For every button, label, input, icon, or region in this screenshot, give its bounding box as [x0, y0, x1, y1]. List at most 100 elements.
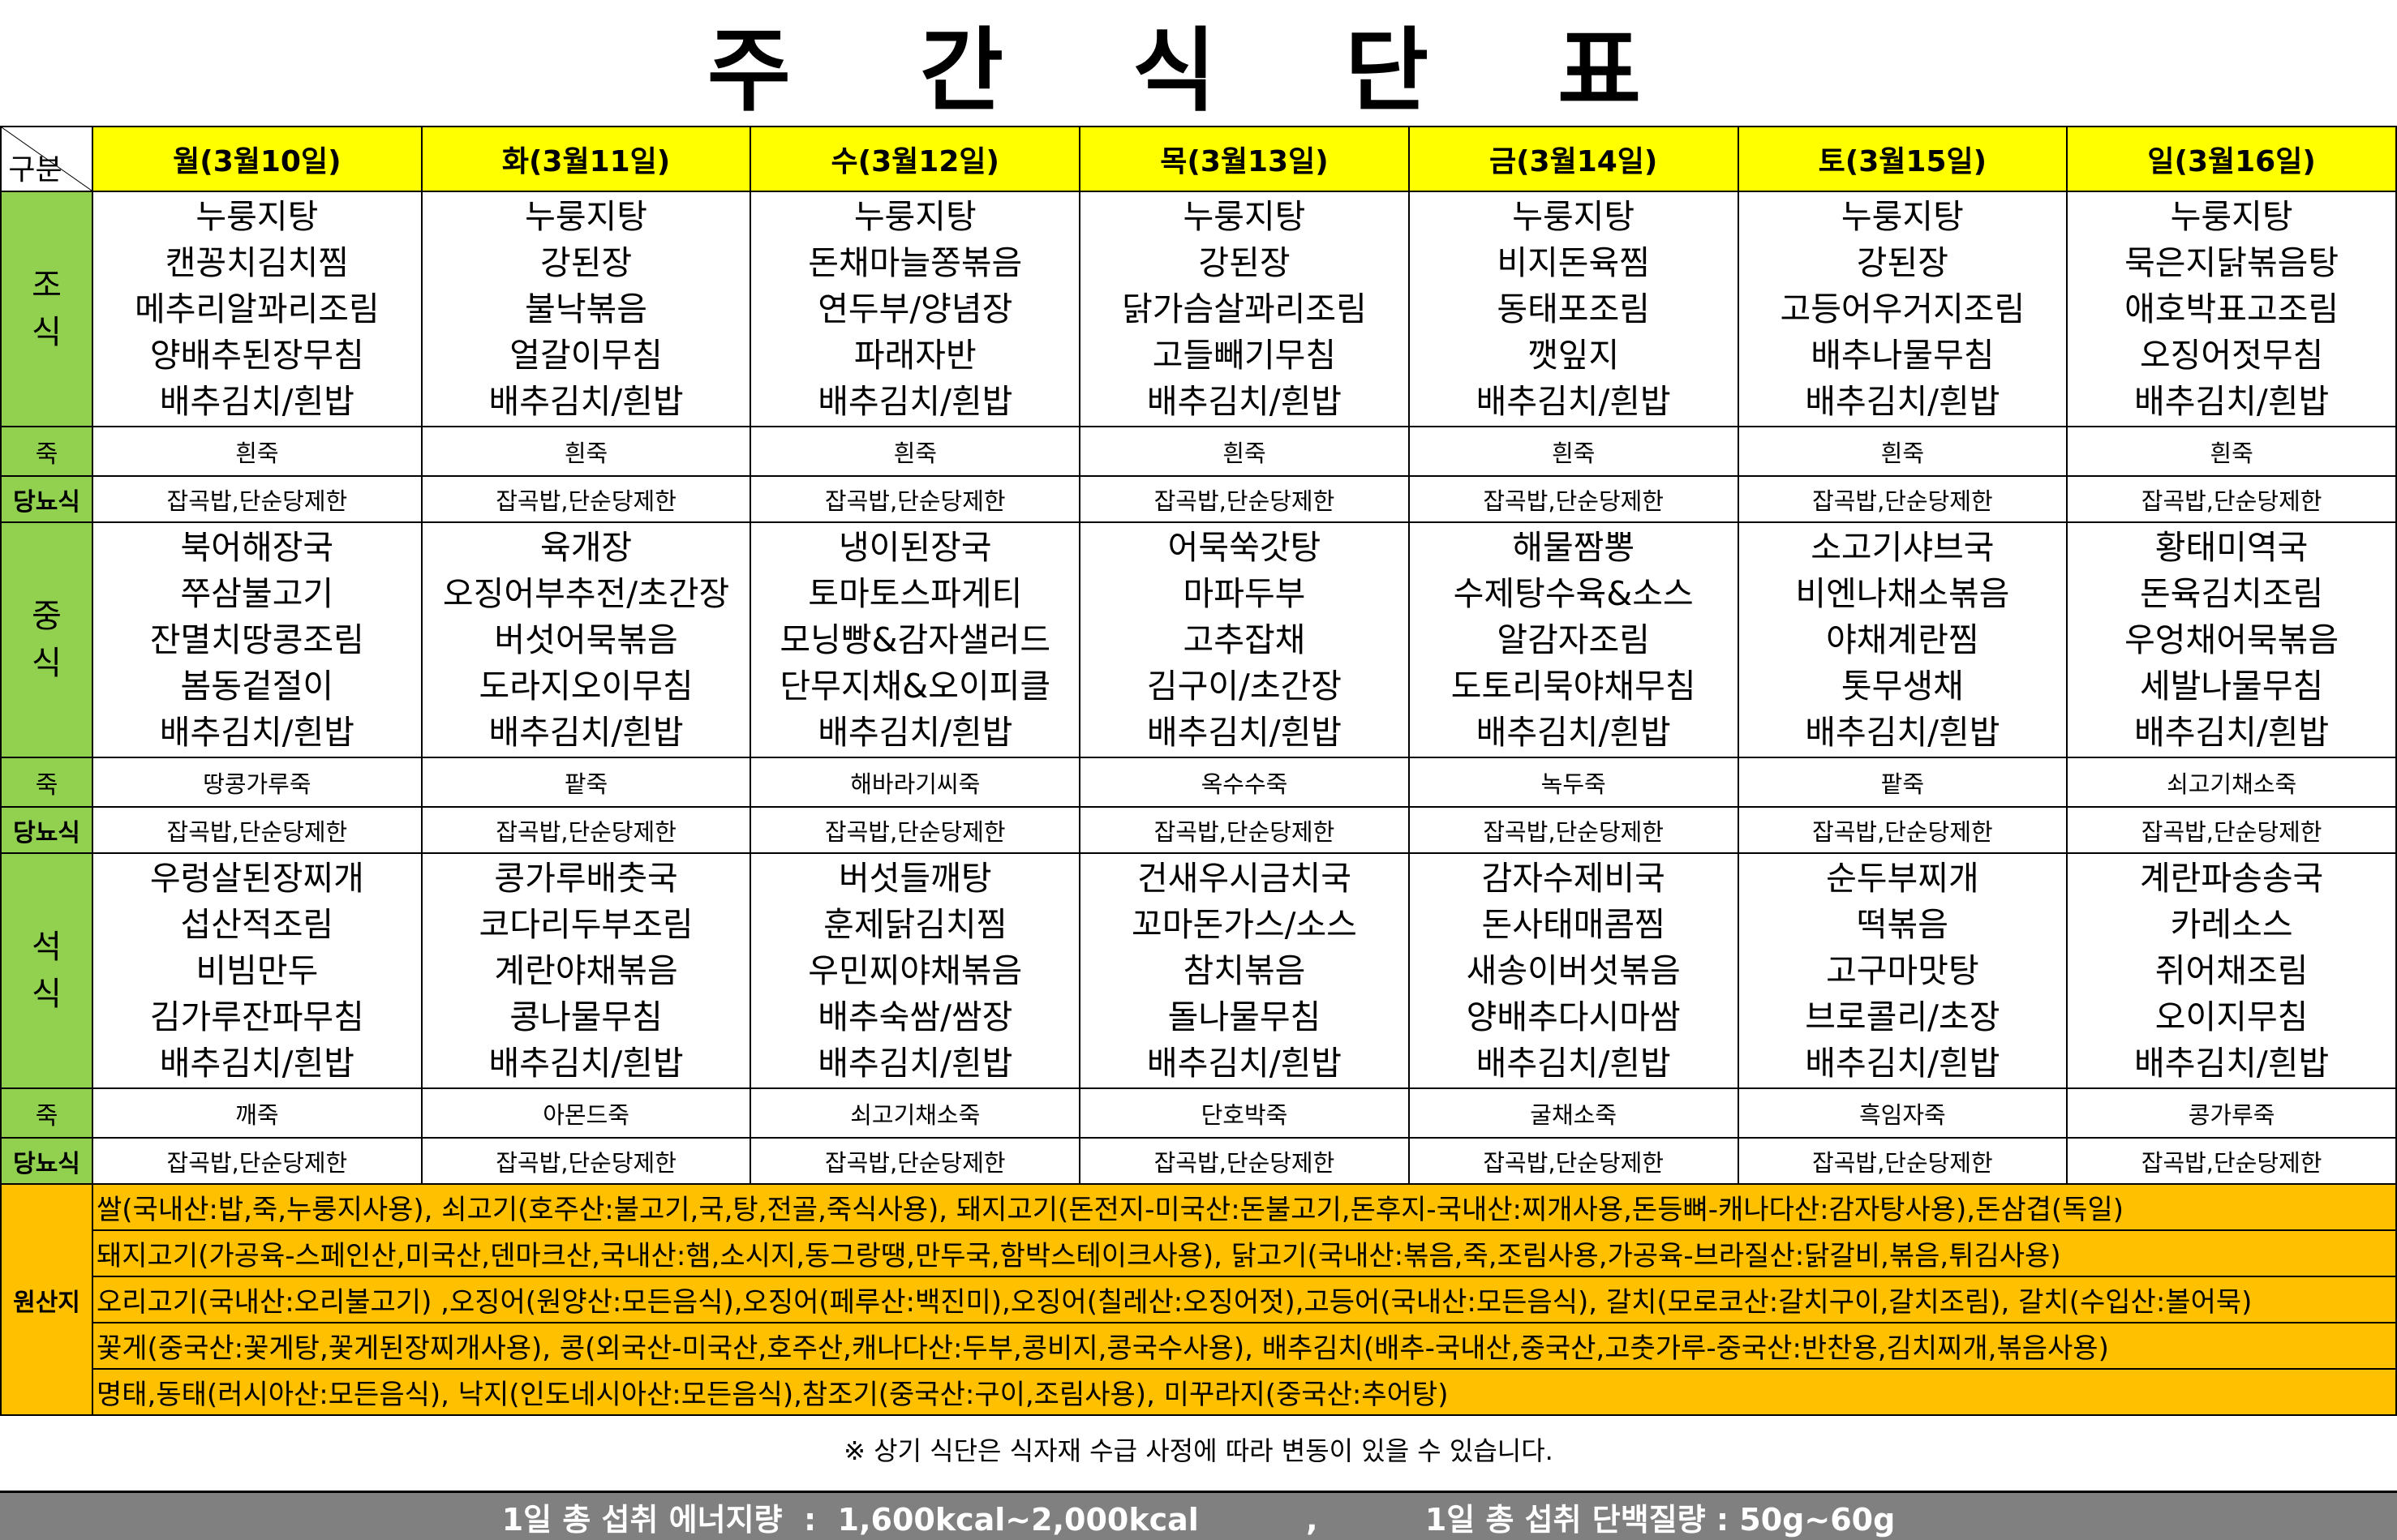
porridge-cell: 쇠고기채소죽 [2066, 757, 2397, 808]
menu-item: 어묵쑥갓탕 [1167, 527, 1321, 567]
menu-item: 감자수제비국 [1481, 858, 1665, 898]
diabetic-cell: 잡곡밥,단순당제한 [750, 806, 1081, 854]
menu-item: 배추김치/흰밥 [159, 1043, 354, 1083]
menu-item: 배추김치/흰밥 [2134, 712, 2330, 752]
page-title: 주 간 식 단 표 [707, 18, 1690, 124]
menu-item: 비엔나채소볶음 [1795, 573, 2010, 613]
origin-label: 원산지 [0, 1183, 93, 1416]
diabetic-cell: 잡곡밥,단순당제한 [2066, 1137, 2397, 1185]
origin-text: 명태,동태(러시아산:모든음식), 낙지(인도네시아산:모든음식),참조기(중국… [92, 1368, 2397, 1416]
menu-cell: 북어해장국 쭈삼불고기 잔멸치땅콩조림 봄동겉절이 배추김치/흰밥 [92, 521, 423, 758]
menu-cell: 계란파송송국 카레소스 쥐어채조림 오이지무침 배추김치/흰밥 [2066, 852, 2397, 1089]
menu-item: 우민찌야채볶음 [808, 950, 1023, 990]
menu-item: 콩가루배춧국 [494, 858, 678, 898]
porridge-cell: 깨죽 [92, 1087, 423, 1139]
porridge-cell: 해바라기씨죽 [750, 757, 1081, 808]
menu-item: 배추김치/흰밥 [1805, 712, 2000, 752]
menu-item: 마파두부 [1183, 573, 1306, 613]
diabetic-cell: 잡곡밥,단순당제한 [2066, 475, 2397, 523]
diabetic-row: 당뇨식 잡곡밥,단순당제한 잡곡밥,단순당제한 잡곡밥,단순당제한 잡곡밥,단순당제한 잡… [0, 1137, 2397, 1185]
menu-item: 오징어젓무침 [2139, 335, 2324, 375]
menu-cell: 누룽지탕 캔꽁치김치찜 메추리알꽈리조림 양배추된장무침 배추김치/흰밥 [92, 191, 423, 427]
menu-cell: 누룽지탕 돈채마늘쫑볶음 연두부/양념장 파래자반 배추김치/흰밥 [750, 191, 1081, 427]
menu-cell: 건새우시금치국 꼬마돈가스/소스 참치볶음 돌나물무침 배추김치/흰밥 [1079, 852, 1410, 1089]
menu-item: 배추김치/흰밥 [488, 712, 684, 752]
menu-cell: 누룽지탕 강된장 불낙볶음 얼갈이무침 배추김치/흰밥 [420, 191, 752, 427]
menu-cell: 육개장 오징어부추전/초간장 버섯어묵볶음 도라지오이무침 배추김치/흰밥 [420, 521, 752, 758]
menu-item: 배추김치/흰밥 [1476, 381, 1671, 421]
day-header: 월(3월10일) [92, 126, 423, 192]
porridge-cell: 굴채소죽 [1407, 1087, 1739, 1139]
day-header: 금(3월14일) [1407, 126, 1739, 192]
menu-item: 훈제닭김치찜 [823, 904, 1007, 944]
menu-item: 누룽지탕 [525, 196, 647, 236]
menu-item: 카레소스 [2170, 904, 2293, 944]
menu-item: 콩나물무침 [509, 997, 663, 1036]
menu-cell: 소고기샤브국 비엔나채소볶음 야채계란찜 톳무생채 배추김치/흰밥 [1737, 521, 2068, 758]
porridge-cell: 땅콩가루죽 [92, 757, 423, 808]
menu-item: 비지돈육찜 [1497, 242, 1650, 282]
menu-item: 야채계란찜 [1826, 620, 1979, 659]
diabetic-cell: 잡곡밥,단순당제한 [1737, 806, 2068, 854]
weekly-menu-table: 구분 월(3월10일) 화(3월11일) 수(3월12일) 목(3월13일) 금(3월14… [0, 126, 2397, 1416]
nutrition-footer: 1일 총 섭취 에너지량 : 1,600kcal~2,000kcal , 1일 … [0, 1491, 2397, 1540]
menu-item: 연두부/양념장 [818, 289, 1013, 328]
menu-item: 강된장 [1856, 242, 1948, 282]
porridge-cell: 아몬드죽 [420, 1087, 752, 1139]
header-row: 구분 월(3월10일) 화(3월11일) 수(3월12일) 목(3월13일) 금(3월14… [0, 126, 2397, 192]
porridge-cell: 콩가루죽 [2066, 1087, 2397, 1139]
menu-item: 배추김치/흰밥 [1805, 1043, 2000, 1083]
menu-item: 캔꽁치김치찜 [165, 242, 350, 282]
porridge-label: 죽 [0, 426, 93, 477]
meal-label-char: 식 [32, 645, 62, 682]
day-header: 목(3월13일) [1079, 126, 1410, 192]
menu-item: 참치볶음 [1183, 950, 1306, 990]
day-header: 일(3월16일) [2066, 126, 2397, 192]
menu-cell: 감자수제비국 돈사태매콤찜 새송이버섯볶음 양배추다시마쌈 배추김치/흰밥 [1407, 852, 1739, 1089]
meal-row: 중 식 북어해장국 쭈삼불고기 잔멸치땅콩조림 봄동겉절이 배추김치/흰밥 육개장 오징어부추전… [0, 521, 2397, 758]
menu-item: 섭산적조림 [180, 904, 334, 944]
porridge-cell: 팥죽 [1737, 757, 2068, 808]
menu-item: 쭈삼불고기 [180, 573, 334, 613]
menu-item: 배추김치/흰밥 [1476, 1043, 1671, 1083]
origin-row: 원산지 쌀(국내산:밥,죽,누룽지사용), 쇠고기(호주산:불고기,국,탕,전골,… [0, 1183, 2397, 1416]
origin-row: 오리고기(국내산:오리불고기) ,오징어(원양산:모든음식),오징어(페루산:백… [1, 1276, 2397, 1323]
menu-item: 해물짬뽕 [1512, 527, 1635, 567]
menu-item: 깻잎지 [1527, 335, 1620, 375]
menu-item: 묵은지닭볶음탕 [2124, 242, 2339, 282]
diabetic-cell: 잡곡밥,단순당제한 [1737, 475, 2068, 523]
menu-item: 얼갈이무침 [509, 335, 663, 375]
menu-item: 건새우시금치국 [1136, 858, 1351, 898]
menu-item: 토마토스파게티 [808, 573, 1023, 613]
porridge-cell: 쇠고기채소죽 [750, 1087, 1081, 1139]
menu-cell: 냉이된장국 토마토스파게티 모닝빵&감자샐러드 단무지채&오이피클 배추김치/흰밥 [750, 521, 1081, 758]
corner-label: 구분 [8, 153, 62, 187]
menu-item: 배추숙쌈/쌈장 [818, 997, 1013, 1036]
menu-item: 누룽지탕 [1841, 196, 1964, 236]
menu-item: 브로콜리/초장 [1805, 997, 2000, 1036]
meal-label-char: 석 [32, 929, 62, 966]
menu-item: 수제탕수육&소스 [1453, 573, 1694, 613]
day-header: 수(3월12일) [750, 126, 1081, 192]
menu-item: 배추김치/흰밥 [1805, 381, 2000, 421]
menu-item: 우엉채어묵볶음 [2124, 620, 2339, 659]
menu-item: 황태미역국 [2154, 527, 2309, 567]
menu-item: 잔멸치땅콩조림 [149, 620, 364, 659]
menu-item: 돈채마늘쫑볶음 [808, 242, 1023, 282]
diabetic-cell: 잡곡밥,단순당제한 [1407, 475, 1739, 523]
menu-item: 톳무생채 [1841, 666, 1964, 706]
porridge-cell: 흰죽 [1079, 426, 1410, 477]
menu-item: 불낙볶음 [525, 289, 647, 328]
menu-item: 양배추다시마쌈 [1466, 997, 1681, 1036]
menu-item: 도라지오이무침 [479, 666, 694, 706]
menu-item: 파래자반 [853, 335, 977, 375]
menu-cell: 어묵쑥갓탕 마파두부 고추잡채 김구이/초간장 배추김치/흰밥 [1079, 521, 1410, 758]
menu-item: 강된장 [1198, 242, 1291, 282]
menu-item: 고들빼기무침 [1152, 335, 1337, 375]
menu-item: 봄동겉절이 [180, 666, 334, 706]
menu-item: 배추나물무침 [1811, 335, 1995, 375]
origin-row: 명태,동태(러시아산:모든음식), 낙지(인도네시아산:모든음식),참조기(중국… [1, 1368, 2397, 1416]
diabetic-cell: 잡곡밥,단순당제한 [750, 1137, 1081, 1185]
origin-text: 돼지고기(가공육-스페인산,미국산,덴마크산,국내산:햄,소시지,동그랑땡,만두… [92, 1229, 2397, 1277]
